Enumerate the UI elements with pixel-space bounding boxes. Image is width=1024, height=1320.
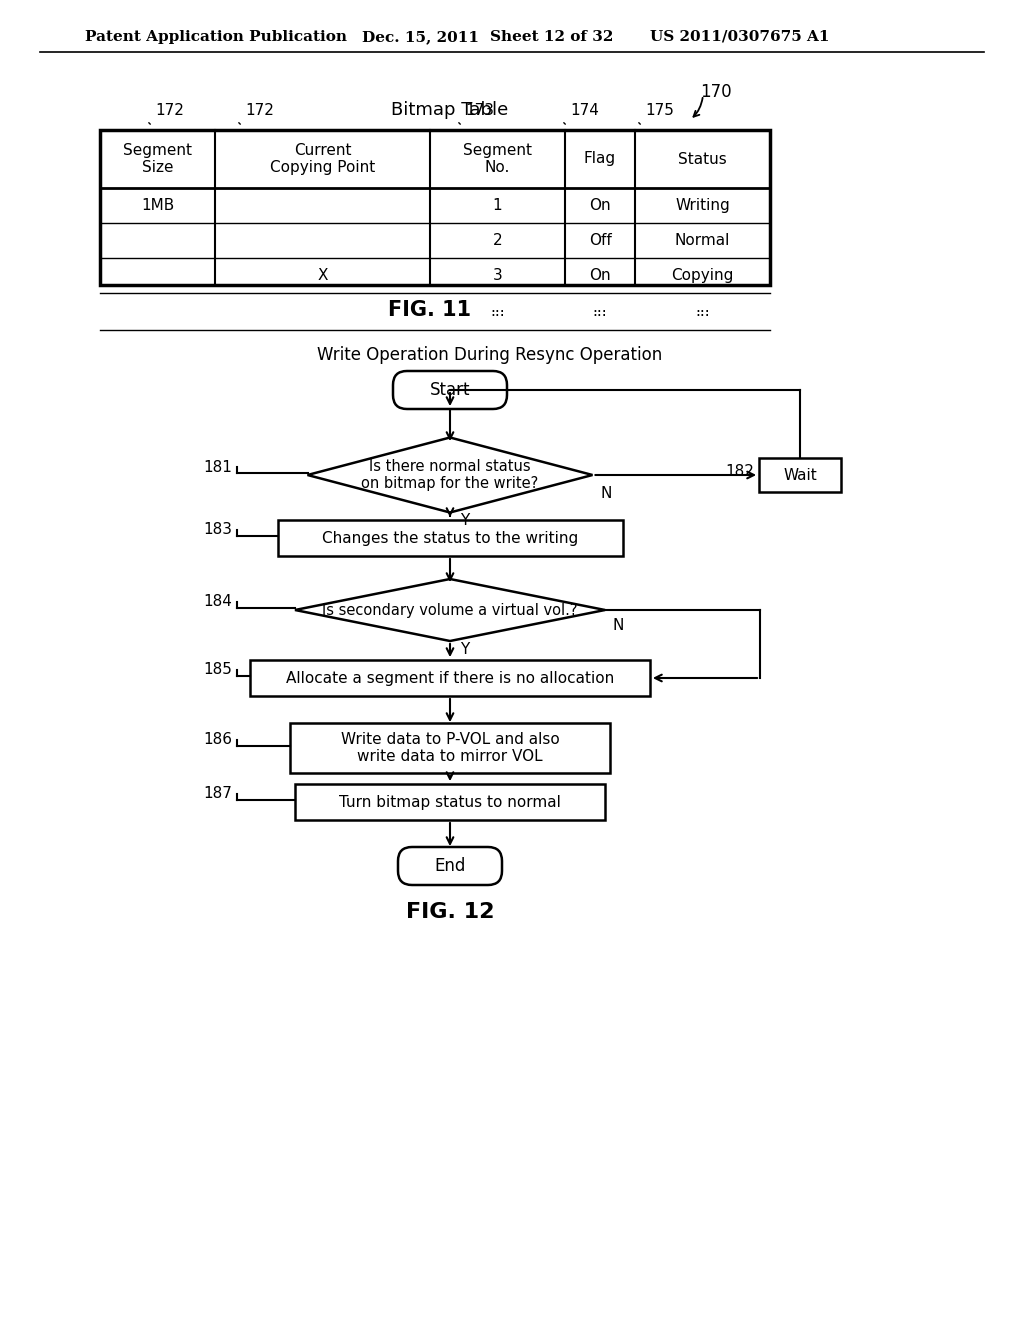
Text: On: On (589, 198, 610, 213)
Text: ...: ... (593, 304, 607, 319)
Text: Segment
No.: Segment No. (463, 143, 532, 176)
Text: 184: 184 (203, 594, 232, 610)
Text: Changes the status to the writing: Changes the status to the writing (322, 531, 579, 545)
Text: Turn bitmap status to normal: Turn bitmap status to normal (339, 795, 561, 809)
Bar (100, 129, 770, 285)
Text: Segment
Size: Segment Size (123, 143, 193, 176)
Text: Sheet 12 of 32: Sheet 12 of 32 (490, 30, 613, 44)
FancyBboxPatch shape (398, 847, 502, 884)
Text: Bitmap Table: Bitmap Table (391, 102, 509, 119)
Text: 181: 181 (203, 459, 232, 474)
Text: Copying: Copying (672, 268, 733, 282)
Text: US 2011/0307675 A1: US 2011/0307675 A1 (650, 30, 829, 44)
Polygon shape (295, 579, 605, 642)
Text: Allocate a segment if there is no allocation: Allocate a segment if there is no alloca… (286, 671, 614, 685)
Text: 182: 182 (725, 463, 754, 479)
Text: Start: Start (430, 381, 470, 399)
FancyBboxPatch shape (393, 371, 507, 409)
Text: 3: 3 (493, 268, 503, 282)
Polygon shape (307, 437, 593, 512)
Text: 186: 186 (203, 733, 232, 747)
Text: 174: 174 (570, 103, 599, 117)
Text: ...: ... (695, 300, 710, 315)
Text: 2: 2 (493, 234, 503, 248)
Text: 172: 172 (245, 103, 273, 117)
Text: Writing: Writing (675, 198, 730, 213)
Text: On: On (589, 268, 610, 282)
Text: 185: 185 (203, 663, 232, 677)
Text: N: N (600, 486, 612, 500)
Text: Wait: Wait (783, 467, 817, 483)
Text: 173: 173 (465, 103, 494, 117)
Text: Patent Application Publication: Patent Application Publication (85, 30, 347, 44)
Bar (290, 723, 610, 774)
Text: ...: ... (490, 300, 505, 315)
Text: FIG. 12: FIG. 12 (406, 902, 495, 921)
Text: N: N (613, 618, 625, 632)
Text: 172: 172 (155, 103, 184, 117)
Text: 183: 183 (203, 523, 232, 537)
Text: Off: Off (589, 234, 611, 248)
Bar (250, 660, 650, 696)
Text: X: X (317, 268, 328, 282)
Text: End: End (434, 857, 466, 875)
Text: 187: 187 (203, 787, 232, 801)
Text: Write data to P-VOL and also
write data to mirror VOL: Write data to P-VOL and also write data … (341, 731, 559, 764)
Text: Flag: Flag (584, 152, 616, 166)
Text: Dec. 15, 2011: Dec. 15, 2011 (362, 30, 479, 44)
Text: Status: Status (678, 152, 727, 166)
Text: ...: ... (695, 304, 710, 319)
Text: Normal: Normal (675, 234, 730, 248)
Text: Write Operation During Resync Operation: Write Operation During Resync Operation (317, 346, 663, 364)
Bar (278, 520, 623, 556)
Text: ...: ... (593, 300, 607, 315)
Text: 1: 1 (493, 198, 503, 213)
Bar (295, 784, 605, 820)
Text: 1MB: 1MB (141, 198, 174, 213)
Text: ...: ... (490, 304, 505, 319)
Text: 175: 175 (645, 103, 674, 117)
Text: Y: Y (460, 513, 469, 528)
Bar (759, 458, 841, 492)
Text: 170: 170 (700, 83, 731, 102)
Text: Y: Y (460, 642, 469, 656)
Text: FIG. 11: FIG. 11 (388, 300, 472, 319)
Text: Current
Copying Point: Current Copying Point (270, 143, 375, 176)
Text: Is secondary volume a virtual vol.?: Is secondary volume a virtual vol.? (323, 602, 578, 618)
Text: Is there normal status
on bitmap for the write?: Is there normal status on bitmap for the… (361, 459, 539, 491)
